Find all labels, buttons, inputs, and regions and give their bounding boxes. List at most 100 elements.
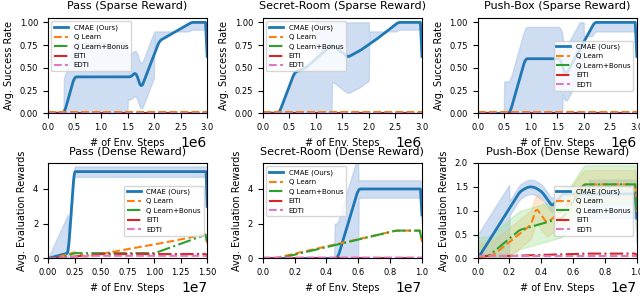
EDTI — [179, 254, 186, 257]
X-axis label: # of Env. Steps: # of Env. Steps — [520, 283, 595, 293]
Q Learn — [354, 110, 362, 114]
CMAE (Ours) — [141, 76, 149, 79]
CMAE (Ours) — [404, 20, 412, 24]
EDTI — [568, 111, 576, 115]
EITI — [99, 252, 107, 256]
EITI — [474, 111, 482, 114]
Q Learn+Bonus — [354, 111, 362, 115]
Legend: CMAE (Ours), Q Learn, Q Learn+Bonus, EITI, EDTI: CMAE (Ours), Q Learn, Q Learn+Bonus, EIT… — [554, 186, 634, 236]
CMAE (Ours) — [609, 192, 616, 196]
EITI — [204, 111, 211, 114]
EDTI — [418, 111, 426, 115]
EDTI — [141, 111, 149, 115]
Legend: CMAE (Ours), Q Learn, Q Learn+Bonus, EITI, EDTI: CMAE (Ours), Q Learn, Q Learn+Bonus, EIT… — [266, 166, 346, 216]
CMAE (Ours) — [140, 170, 147, 173]
Title: Pass (Dense Reward): Pass (Dense Reward) — [69, 147, 186, 157]
Q Learn — [354, 238, 362, 241]
EDTI — [474, 111, 482, 115]
Q Learn+Bonus — [204, 242, 211, 245]
EITI — [138, 111, 146, 114]
EDTI — [259, 256, 267, 260]
CMAE (Ours) — [138, 83, 146, 87]
Q Learn+Bonus — [259, 111, 267, 115]
CMAE (Ours) — [474, 111, 481, 115]
EITI — [260, 111, 268, 114]
Q Learn — [141, 244, 149, 248]
EDTI — [619, 254, 627, 258]
CMAE (Ours) — [568, 192, 576, 196]
X-axis label: # of Env. Steps: # of Env. Steps — [90, 283, 165, 293]
Q Learn+Bonus — [394, 229, 402, 232]
EITI — [357, 256, 365, 260]
EDTI — [403, 111, 411, 115]
Q Learn — [418, 110, 426, 114]
Q Learn — [403, 110, 411, 114]
Q Learn — [141, 110, 149, 114]
Q Learn — [568, 110, 576, 114]
Q Learn+Bonus — [353, 238, 361, 241]
EDTI — [260, 256, 268, 260]
Q Learn+Bonus — [474, 255, 481, 259]
Q Learn+Bonus — [572, 197, 579, 200]
Line: CMAE (Ours): CMAE (Ours) — [263, 22, 422, 113]
EITI — [204, 254, 211, 257]
Q Learn — [204, 110, 211, 114]
CMAE (Ours) — [418, 213, 426, 217]
Q Learn+Bonus — [353, 111, 361, 115]
Q Learn+Bonus — [393, 229, 401, 233]
Q Learn+Bonus — [618, 111, 626, 115]
Q Learn+Bonus — [418, 240, 426, 244]
EDTI — [394, 256, 401, 259]
Line: Q Learn: Q Learn — [48, 234, 207, 258]
X-axis label: # of Env. Steps: # of Env. Steps — [305, 138, 380, 148]
CMAE (Ours) — [394, 187, 401, 191]
Q Learn+Bonus — [138, 251, 146, 255]
CMAE (Ours) — [572, 192, 579, 196]
Line: EDTI: EDTI — [263, 257, 422, 258]
Q Learn+Bonus — [474, 111, 481, 115]
Line: CMAE (Ours): CMAE (Ours) — [477, 22, 637, 113]
Q Learn+Bonus — [45, 111, 52, 115]
Legend: CMAE (Ours), Q Learn, Q Learn+Bonus, EITI, EDTI: CMAE (Ours), Q Learn, Q Learn+Bonus, EIT… — [554, 41, 634, 91]
Q Learn+Bonus — [202, 233, 209, 236]
Q Learn+Bonus — [204, 111, 211, 115]
EDTI — [569, 254, 577, 258]
Q Learn — [582, 183, 589, 186]
EDTI — [139, 111, 147, 115]
Q Learn+Bonus — [44, 111, 52, 115]
Q Learn+Bonus — [45, 257, 52, 260]
Q Learn+Bonus — [568, 111, 576, 115]
EDTI — [260, 256, 268, 259]
Line: CMAE (Ours): CMAE (Ours) — [263, 189, 422, 258]
EDTI — [572, 254, 579, 258]
Line: EDTI: EDTI — [477, 256, 637, 257]
EDTI — [418, 256, 426, 260]
Q Learn+Bonus — [582, 183, 589, 186]
Q Learn+Bonus — [568, 201, 576, 205]
EDTI — [44, 257, 52, 260]
Line: EITI: EITI — [48, 254, 207, 258]
EITI — [609, 252, 616, 255]
Q Learn — [259, 110, 267, 114]
Q Learn+Bonus — [619, 183, 627, 186]
Q Learn — [568, 110, 576, 114]
Line: CMAE (Ours): CMAE (Ours) — [48, 22, 207, 113]
Q Learn — [608, 110, 616, 114]
CMAE (Ours) — [619, 20, 627, 24]
CMAE (Ours) — [71, 170, 79, 173]
Title: Secret-Room (Dense Reward): Secret-Room (Dense Reward) — [260, 147, 424, 157]
EDTI — [45, 111, 52, 115]
Q Learn+Bonus — [474, 111, 482, 115]
EDTI — [140, 254, 147, 257]
Q Learn+Bonus — [354, 238, 362, 241]
Y-axis label: Avg. Evaluation Rewards: Avg. Evaluation Rewards — [17, 151, 28, 271]
Q Learn+Bonus — [633, 111, 640, 115]
CMAE (Ours) — [356, 187, 364, 191]
CMAE (Ours) — [354, 50, 362, 54]
Q Learn — [44, 110, 52, 114]
Title: Push-Box (Dense Reward): Push-Box (Dense Reward) — [486, 147, 629, 157]
EDTI — [608, 111, 616, 115]
Line: Q Learn: Q Learn — [477, 184, 637, 258]
EDTI — [204, 111, 211, 115]
EITI — [393, 111, 401, 114]
